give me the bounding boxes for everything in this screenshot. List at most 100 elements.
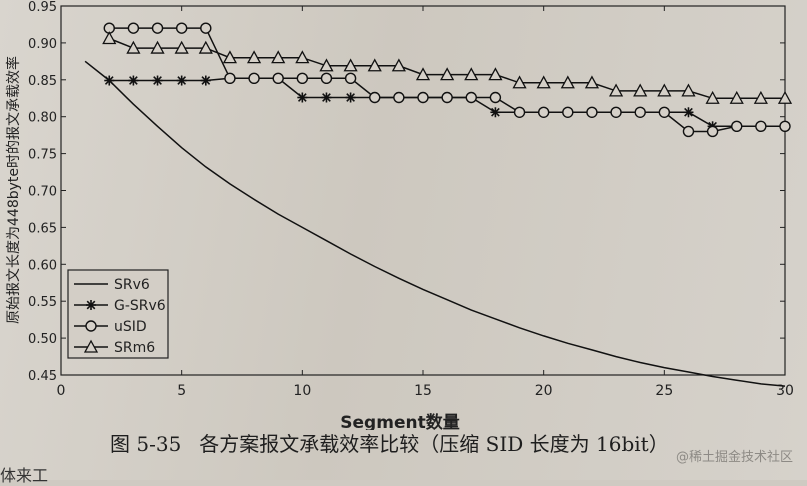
- y-tick-label: 0.75: [28, 148, 57, 163]
- y-tick-label: 0.45: [28, 369, 57, 384]
- body-text-fragment: 体来工: [0, 466, 49, 485]
- triangle-marker: [295, 50, 310, 64]
- triangle-marker: [174, 40, 189, 54]
- triangle-marker: [488, 67, 503, 81]
- legend-label: SRv6: [114, 277, 150, 293]
- y-tick-label: 0.85: [28, 74, 57, 89]
- circle-marker: [731, 120, 743, 132]
- figure-caption: 图 5-35 各方案报文承载效率比较（压缩 SID 长度为 16bit）: [110, 428, 687, 457]
- circle-marker: [513, 106, 526, 118]
- y-tick-label: 0.80: [28, 111, 57, 126]
- circle-marker: [562, 106, 574, 118]
- triangle-marker: [150, 40, 165, 54]
- triangle-marker: [608, 83, 624, 97]
- star-marker: [176, 75, 187, 86]
- circle-marker: [224, 72, 236, 85]
- circle-marker: [296, 72, 309, 85]
- circle-marker: [465, 91, 477, 104]
- legend: SRv6 G-SRv6 uSID SRm6: [67, 269, 169, 359]
- circle-marker: [489, 91, 502, 104]
- x-tick-label: 0: [57, 383, 66, 399]
- x-tick-label: 10: [293, 383, 311, 399]
- x-tick-label: 30: [776, 383, 794, 399]
- triangle-marker: [705, 90, 720, 104]
- triangle-marker: [657, 83, 672, 97]
- series-usid: [103, 22, 791, 138]
- legend-label: uSID: [114, 319, 147, 335]
- series-srm6: [102, 31, 793, 104]
- circle-marker: [344, 72, 357, 85]
- triangle-marker: [319, 58, 334, 72]
- star-stroke: [201, 76, 211, 85]
- star-marker: [683, 107, 694, 118]
- star-stroke: [297, 93, 307, 102]
- circle-marker: [586, 106, 598, 118]
- star-stroke: [684, 107, 693, 117]
- efficiency-chart: 0 5 10 15 20 25 30 0.45 0.50 0.55 0.60 0.65 0.70 0.75…: [5, 0, 794, 433]
- legend-label: G-SRv6: [114, 298, 166, 314]
- star-stroke: [104, 76, 114, 85]
- plot-frame: [60, 5, 786, 376]
- triangle-marker: [464, 67, 479, 81]
- star-marker: [152, 75, 163, 86]
- circle-marker: [779, 120, 791, 132]
- triangle-marker: [222, 50, 238, 64]
- triangle-marker: [512, 75, 527, 89]
- y-tick-label: 0.95: [28, 0, 57, 15]
- y-tick-label: 0.50: [28, 332, 57, 347]
- circle-marker: [417, 91, 429, 104]
- triangle-marker: [246, 50, 262, 64]
- triangle-marker: [777, 90, 793, 104]
- circle-marker: [706, 125, 719, 138]
- circle-marker: [755, 120, 767, 132]
- circle-marker: [320, 72, 333, 85]
- star-marker: [128, 75, 139, 86]
- circle-marker: [175, 22, 188, 34]
- star-marker: [345, 92, 356, 103]
- star-marker: [86, 300, 96, 310]
- triangle-marker: [198, 40, 213, 54]
- circle-marker: [610, 106, 622, 118]
- star-marker: [490, 107, 501, 118]
- series-layer: [84, 22, 793, 387]
- circle-marker: [682, 125, 695, 138]
- circle-marker: [658, 106, 671, 118]
- triangle-marker: [271, 50, 286, 64]
- x-tick-label: 15: [414, 383, 432, 399]
- star-stroke: [153, 76, 162, 85]
- circle-marker: [200, 22, 212, 34]
- triangle-marker: [560, 75, 575, 89]
- triangle-marker: [536, 75, 551, 89]
- series-line: [84, 60, 786, 387]
- site-watermark: @稀土掘金技术社区: [675, 450, 793, 465]
- star-stroke: [177, 76, 187, 85]
- star-marker: [297, 92, 308, 103]
- y-tick-label: 0.60: [28, 258, 57, 273]
- y-tick-label: 0.55: [28, 295, 57, 310]
- star-stroke: [346, 93, 355, 102]
- y-tick-label: 0.65: [28, 221, 57, 236]
- triangle-marker: [367, 58, 382, 72]
- circle-marker: [537, 106, 550, 118]
- circle-marker: [393, 91, 405, 104]
- circle-marker: [634, 106, 646, 118]
- x-tick-label: 20: [535, 383, 553, 399]
- triangle-marker: [83, 339, 99, 353]
- triangle-marker: [584, 75, 600, 89]
- star-stroke: [129, 76, 138, 85]
- triangle-marker: [391, 58, 406, 72]
- star-marker: [104, 75, 115, 86]
- x-axis-label: Segment数量: [340, 412, 459, 430]
- triangle-marker: [681, 83, 696, 97]
- circle-marker: [272, 72, 284, 85]
- x-tick-label: 25: [655, 383, 673, 399]
- y-tick-label: 0.70: [28, 185, 57, 200]
- y-tick-label: 0.90: [28, 37, 57, 52]
- axes: 0 5 10 15 20 25 30 0.45 0.50 0.55 0.60 0.65 0.70 0.75…: [28, 0, 794, 399]
- circle-marker: [248, 72, 260, 85]
- x-tick-label: 5: [177, 383, 186, 399]
- triangle-marker: [633, 83, 648, 97]
- triangle-marker: [343, 58, 358, 72]
- star-stroke: [491, 107, 500, 117]
